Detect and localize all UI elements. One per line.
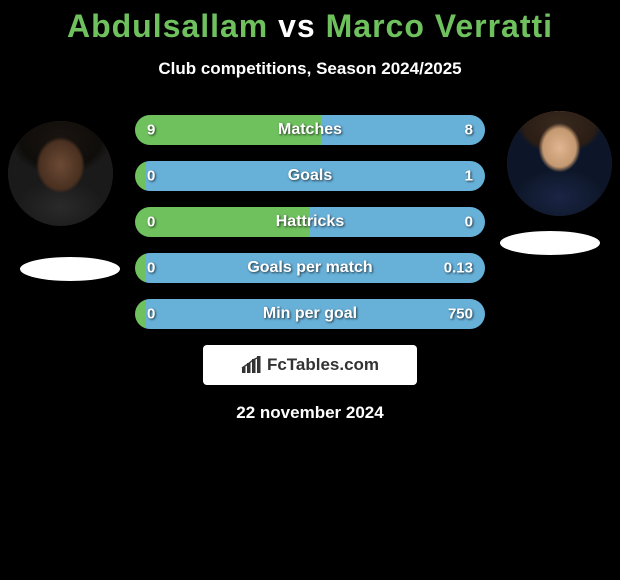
stats-bars: Matches98 Goals01 Hattricks00 Goals per mat… (135, 109, 485, 329)
stat-row: Min per goal0750 (135, 299, 485, 329)
stat-bar-bg (135, 115, 485, 145)
player2-shadow (500, 231, 600, 255)
player2-name: Marco Verratti (326, 8, 553, 44)
stat-bar-left (135, 207, 310, 237)
infographic-date: 22 november 2024 (0, 403, 620, 423)
stat-bar-right (146, 253, 486, 283)
stat-row: Matches98 (135, 115, 485, 145)
title-vs: vs (278, 8, 316, 44)
stat-bar-right (146, 299, 486, 329)
stat-bar-left (135, 161, 146, 191)
player2-avatar (507, 111, 612, 216)
branding-badge: FcTables.com (203, 345, 417, 385)
stat-row: Hattricks00 (135, 207, 485, 237)
stat-bar-bg (135, 207, 485, 237)
player2-avatar-img (507, 111, 612, 216)
player1-avatar-img (8, 121, 113, 226)
player1-shadow (20, 257, 120, 281)
comparison-title: Abdulsallam vs Marco Verratti (0, 8, 620, 45)
stat-bar-right (146, 161, 486, 191)
stat-row: Goals per match00.13 (135, 253, 485, 283)
stat-bar-bg (135, 253, 485, 283)
infographic-container: Abdulsallam vs Marco Verratti Club compe… (0, 0, 620, 423)
stat-bar-left (135, 299, 146, 329)
player1-name: Abdulsallam (67, 8, 268, 44)
content-area: Matches98 Goals01 Hattricks00 Goals per mat… (0, 109, 620, 423)
stat-bar-left (135, 115, 321, 145)
stat-bar-right (310, 207, 485, 237)
competition-subtitle: Club competitions, Season 2024/2025 (0, 59, 620, 79)
player1-avatar (8, 121, 113, 226)
stat-bar-bg (135, 299, 485, 329)
stat-bar-bg (135, 161, 485, 191)
stat-bar-left (135, 253, 146, 283)
stat-row: Goals01 (135, 161, 485, 191)
bar-chart-icon (241, 356, 263, 374)
stat-bar-right (321, 115, 486, 145)
branding-text: FcTables.com (267, 355, 379, 375)
